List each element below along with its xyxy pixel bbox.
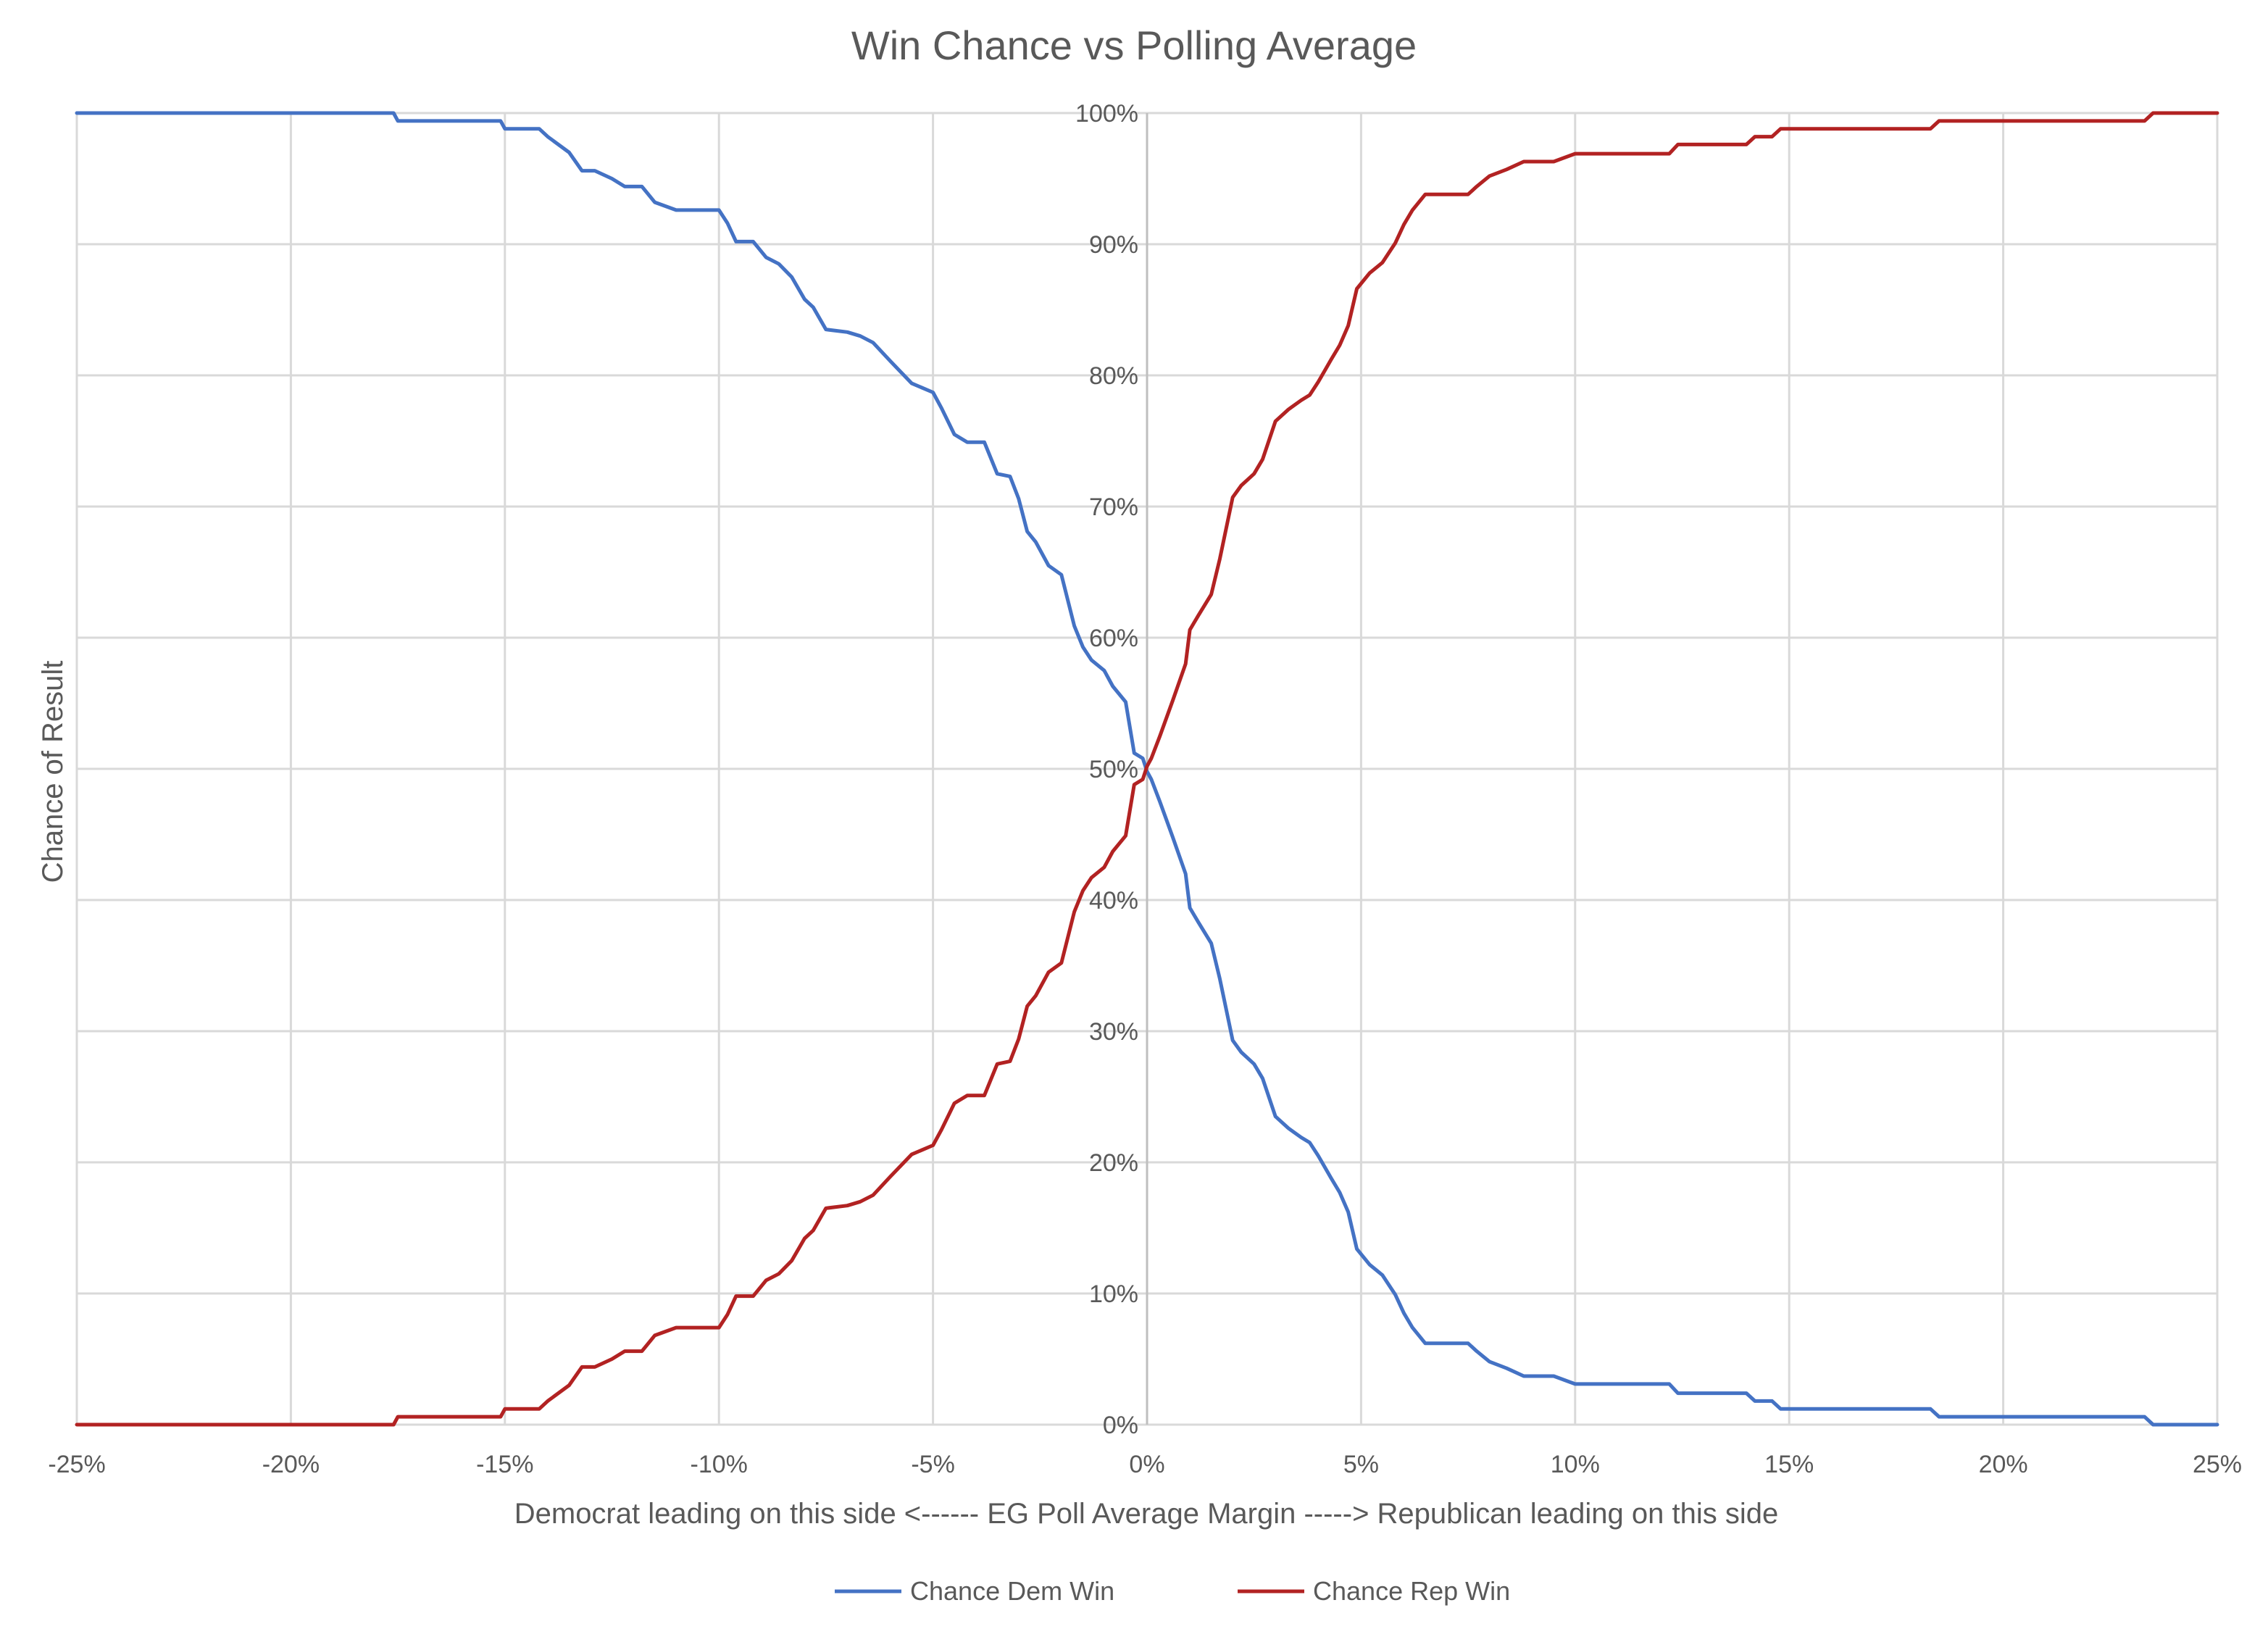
- series-line-dem: [75, 111, 2219, 1427]
- x-tick-label: 20%: [1979, 1451, 2028, 1478]
- chart-title: Win Chance vs Polling Average: [851, 22, 1417, 68]
- y-tick-label: 70%: [1089, 493, 1138, 521]
- x-tick-label: 5%: [1343, 1451, 1379, 1478]
- x-tick-label: 25%: [2193, 1451, 2242, 1478]
- x-axis-label: Democrat leading on this side <------ EG…: [514, 1498, 1779, 1530]
- x-tick-label: -20%: [262, 1451, 320, 1478]
- series-lines: [75, 111, 2219, 1427]
- x-tick-label: -25%: [48, 1451, 105, 1478]
- y-tick-label: 100%: [1075, 100, 1138, 128]
- y-tick-label: 60%: [1089, 625, 1138, 652]
- legend-label-rep: Chance Rep Win: [1313, 1576, 1510, 1606]
- y-tick-label: 20%: [1089, 1149, 1138, 1177]
- x-tick-label: -15%: [476, 1451, 533, 1478]
- series-line-rep: [75, 111, 2219, 1427]
- x-tick-label: 10%: [1551, 1451, 1600, 1478]
- y-tick-label: 80%: [1089, 362, 1138, 390]
- y-axis-label: Chance of Result: [37, 661, 69, 883]
- legend-label-dem: Chance Dem Win: [910, 1576, 1114, 1606]
- x-tick-label: -10%: [691, 1451, 748, 1478]
- y-tick-label: 50%: [1089, 756, 1138, 783]
- y-tick-label: 90%: [1089, 231, 1138, 259]
- y-tick-label: 10%: [1089, 1280, 1138, 1308]
- y-tick-label: 30%: [1089, 1018, 1138, 1046]
- tick-labels: 0% 10% 20% 30% 40% 50% 60% 70% 80% 90% 100% -25% -20…: [48, 100, 2242, 1478]
- y-tick-label: 0%: [1103, 1412, 1138, 1439]
- legend: Chance Dem Win Chance Rep Win: [835, 1576, 1510, 1606]
- x-tick-label: -5%: [911, 1451, 954, 1478]
- x-tick-label: 15%: [1764, 1451, 1814, 1478]
- y-tick-label: 40%: [1089, 887, 1138, 915]
- x-tick-label: 0%: [1129, 1451, 1164, 1478]
